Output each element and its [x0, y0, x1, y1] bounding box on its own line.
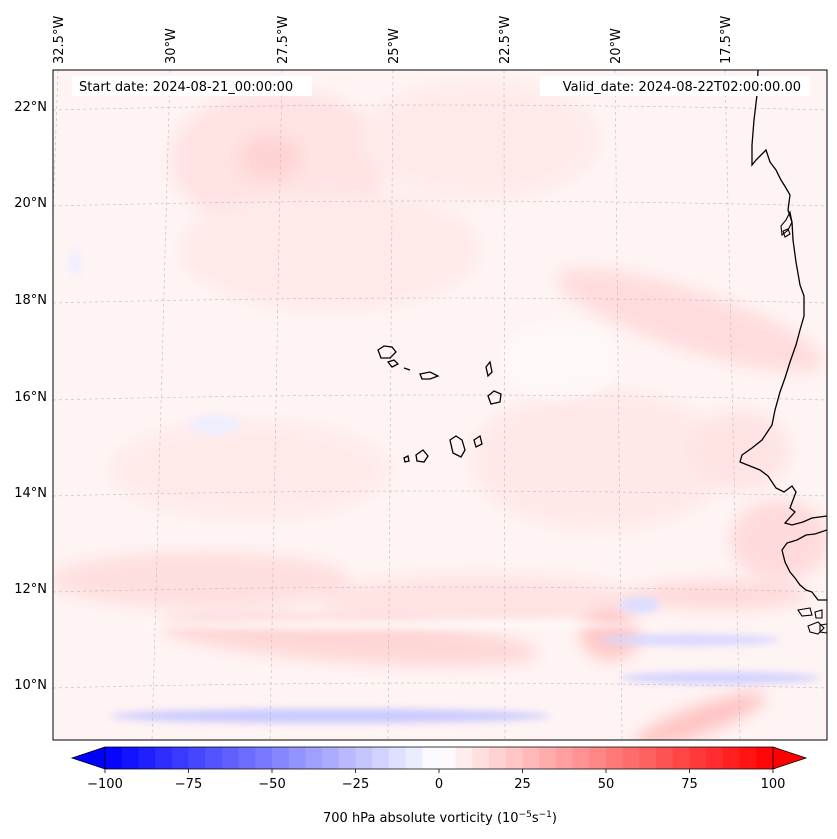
- colorbar-segment: [722, 747, 740, 769]
- colorbar-segment: [388, 747, 406, 769]
- colorbar-min-extend: [70, 746, 106, 770]
- colorbar-segment: [472, 747, 490, 769]
- parallel-line: [53, 200, 827, 207]
- latitude-label: 12°N: [14, 582, 47, 597]
- colorbar-segment: [322, 747, 340, 769]
- start-date-label: Start date: 2024-08-21_00:00:00: [79, 80, 293, 95]
- longitude-label: 32.5°W: [52, 16, 67, 64]
- colorbar-label: 700 hPa absolute vorticity (10−5s−1): [323, 810, 557, 826]
- parallel-line: [53, 297, 827, 304]
- coastline-islands-africa: [780, 210, 827, 635]
- colorbar-segment: [238, 747, 256, 769]
- vorticity-field: [53, 70, 827, 740]
- parallel-line: [53, 682, 827, 689]
- colorbar-segment: [739, 747, 757, 769]
- parallel-line: [53, 490, 827, 497]
- colorbar-segment: [422, 747, 440, 769]
- longitude-label: 22.5°W: [498, 16, 513, 64]
- longitude-label: 20°W: [609, 28, 624, 64]
- colorbar-segment: [555, 747, 573, 769]
- colorbar-segment: [171, 747, 189, 769]
- colorbar-tick-label: 25: [514, 777, 531, 792]
- graticule: [53, 70, 827, 740]
- colorbar-segment: [205, 747, 223, 769]
- parallel-line: [53, 586, 827, 593]
- colorbar: −100 −75 −50 −25 0 25 50 75 100: [70, 746, 808, 792]
- start-label-box: [72, 76, 312, 96]
- longitude-label: 27.5°W: [276, 16, 291, 64]
- africa-coastline-south: [781, 529, 827, 601]
- longitude-labels: 32.5°W 30°W 27.5°W 25°W 22.5°W 20°W 17.5°W: [52, 16, 734, 64]
- parallel-line: [53, 104, 827, 111]
- colorbar-tick-label: 75: [681, 777, 698, 792]
- longitude-label: 17.5°W: [719, 16, 734, 64]
- africa-coastline: [739, 70, 827, 526]
- colorbar-segment: [121, 747, 139, 769]
- parallel-line: [53, 394, 827, 401]
- colorbar-segment: [338, 747, 356, 769]
- latitude-labels: 22°N 20°N 18°N 16°N 14°N 12°N 10°N: [14, 100, 47, 693]
- valid-date-label: Valid_date: 2024-08-22T02:00:00.00: [563, 80, 801, 95]
- colorbar-segment: [689, 747, 707, 769]
- cape-verde-islands: [377, 345, 502, 463]
- colorbar-segment: [439, 747, 457, 769]
- colorbar-segment: [639, 747, 657, 769]
- colorbar-max-extend: [772, 746, 808, 770]
- colorbar-segment: [756, 747, 774, 769]
- colorbar-segment: [272, 747, 290, 769]
- colorbar-segment: [606, 747, 624, 769]
- colorbar-segment: [138, 747, 156, 769]
- colorbar-segment: [188, 747, 206, 769]
- valid-label-box: [540, 76, 810, 96]
- latitude-label: 10°N: [14, 678, 47, 693]
- colorbar-tick-label: −50: [258, 777, 285, 792]
- colorbar-segment: [672, 747, 690, 769]
- meridian-line: [724, 70, 741, 740]
- colorbar-tick-label: −75: [175, 777, 202, 792]
- colorbar-tick-label: 100: [761, 777, 786, 792]
- colorbar-tick-label: −25: [342, 777, 369, 792]
- latitude-label: 16°N: [14, 390, 47, 405]
- field-negative-streaks: [69, 248, 820, 723]
- colorbar-segment: [105, 747, 123, 769]
- colorbar-segment: [622, 747, 640, 769]
- colorbar-segment: [221, 747, 239, 769]
- colorbar-segment: [288, 747, 306, 769]
- colorbar-segment: [372, 747, 390, 769]
- meridian-line: [614, 70, 623, 740]
- colorbar-segment: [539, 747, 557, 769]
- colorbar-tick-label: 50: [598, 777, 615, 792]
- map-frame: [52, 69, 828, 741]
- meridian-line: [269, 70, 283, 740]
- latitude-label: 20°N: [14, 196, 47, 211]
- colorbar-segment: [706, 747, 724, 769]
- colorbar-segment: [572, 747, 590, 769]
- colorbar-segment: [355, 747, 373, 769]
- meridian-line: [503, 70, 506, 740]
- longitude-label: 25°W: [387, 28, 402, 64]
- colorbar-tick-label: 0: [435, 777, 443, 792]
- colorbar-segment: [455, 747, 473, 769]
- latitude-label: 18°N: [14, 293, 47, 308]
- meridian-line: [387, 70, 394, 740]
- colorbar-segment: [489, 747, 507, 769]
- colorbar-segment: [522, 747, 540, 769]
- colorbar-segment: [155, 747, 173, 769]
- colorbar-tick-label: −100: [87, 777, 123, 792]
- colorbar-segment: [589, 747, 607, 769]
- field-shading: [53, 80, 827, 740]
- colorbar-segment: [505, 747, 523, 769]
- meridian-line: [151, 70, 171, 740]
- colorbar-segment: [255, 747, 273, 769]
- longitude-label: 30°W: [164, 28, 179, 64]
- colorbar-segment: [656, 747, 674, 769]
- latitude-label: 22°N: [14, 100, 47, 115]
- colorbar-segment: [305, 747, 323, 769]
- latitude-label: 14°N: [14, 486, 47, 501]
- colorbar-segment: [405, 747, 423, 769]
